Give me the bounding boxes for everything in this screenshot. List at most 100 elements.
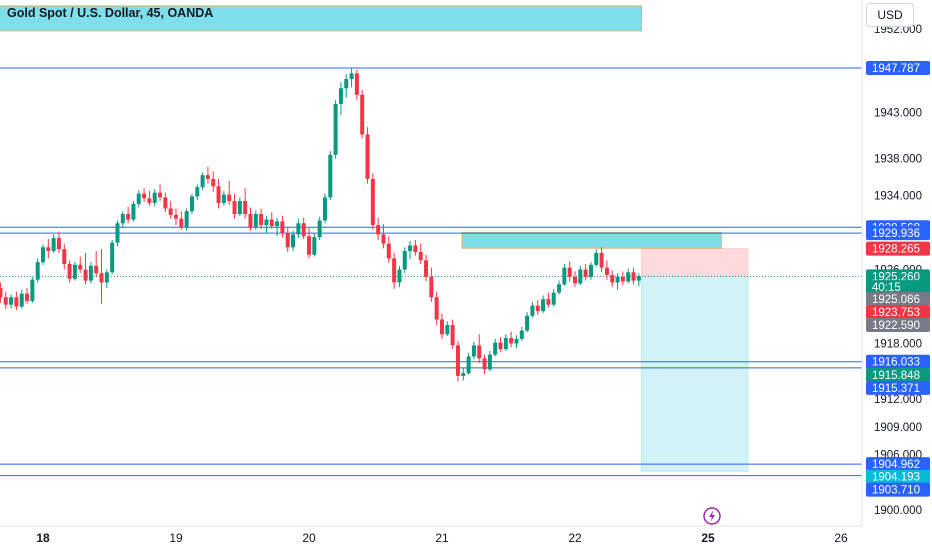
candle-body bbox=[541, 299, 546, 312]
candle-body bbox=[301, 223, 306, 237]
candle-body bbox=[599, 252, 604, 268]
candle-body bbox=[445, 325, 450, 335]
candle-body bbox=[386, 243, 391, 259]
candle-body bbox=[429, 276, 434, 298]
candle-body bbox=[583, 269, 588, 277]
candle-body bbox=[296, 223, 301, 235]
price-tag bbox=[866, 280, 930, 295]
price-tag bbox=[866, 292, 930, 307]
stop-loss-zone[interactable] bbox=[641, 248, 749, 277]
candle-body bbox=[604, 267, 609, 276]
price-tag-label: 1947.787 bbox=[872, 63, 920, 75]
candle-body bbox=[120, 214, 125, 224]
currency-button[interactable]: USD bbox=[866, 3, 914, 27]
candle-body bbox=[509, 337, 514, 344]
candle-body bbox=[179, 218, 184, 227]
candle-body bbox=[269, 219, 274, 227]
candle-body bbox=[466, 356, 471, 374]
price-tag bbox=[866, 469, 930, 484]
price-tag bbox=[866, 269, 930, 284]
price-tick-label: 1900.000 bbox=[874, 505, 922, 517]
candle-body bbox=[30, 279, 35, 301]
price-tag-label: 1916.033 bbox=[872, 357, 920, 369]
price-tag-label: 1915.371 bbox=[872, 383, 920, 395]
candle-body bbox=[376, 225, 381, 235]
date-tick-label: 20 bbox=[302, 531, 316, 545]
candle-body bbox=[94, 265, 99, 274]
candle-body bbox=[397, 269, 402, 283]
candle-body bbox=[487, 354, 492, 370]
price-tag bbox=[866, 354, 930, 369]
price-tag bbox=[866, 226, 930, 241]
candle-body bbox=[227, 194, 232, 202]
candle-body bbox=[136, 193, 141, 204]
candle-body bbox=[264, 219, 269, 226]
candle-body bbox=[626, 272, 631, 282]
candle-body bbox=[168, 208, 173, 215]
candle-body bbox=[152, 192, 157, 203]
candle-body bbox=[62, 249, 67, 264]
candle-body bbox=[200, 175, 205, 188]
candle-body bbox=[280, 221, 285, 234]
target-zone[interactable] bbox=[641, 275, 749, 472]
candle-body bbox=[174, 214, 178, 219]
supply-zone[interactable] bbox=[461, 232, 722, 249]
candle-body bbox=[322, 197, 327, 221]
price-tag bbox=[866, 380, 930, 395]
candle-body bbox=[408, 245, 413, 252]
candle-body bbox=[360, 94, 365, 135]
candle-body bbox=[126, 214, 131, 220]
candle-body bbox=[551, 292, 556, 305]
price-tag-label: 1903.710 bbox=[872, 485, 920, 497]
candle-body bbox=[573, 276, 577, 284]
candle-body bbox=[519, 330, 524, 339]
candle-body bbox=[285, 233, 290, 248]
price-tag bbox=[866, 241, 930, 256]
candle-body bbox=[344, 78, 349, 89]
candle-body bbox=[610, 275, 615, 283]
candle-body bbox=[158, 192, 163, 198]
candle-body bbox=[424, 260, 429, 277]
candle-body bbox=[381, 234, 386, 244]
price-tag-label: 1925.086 bbox=[872, 294, 920, 306]
candle-body bbox=[493, 342, 498, 355]
top-banner-zone bbox=[0, 5, 642, 32]
candle-body bbox=[328, 154, 333, 198]
candle-body bbox=[35, 262, 40, 280]
candle-body bbox=[259, 214, 264, 226]
candle-body bbox=[567, 267, 572, 277]
time-axis[interactable] bbox=[0, 526, 862, 550]
candle-body bbox=[349, 73, 354, 79]
candle-body bbox=[525, 315, 530, 331]
lightning-icon bbox=[709, 510, 715, 522]
candle-body bbox=[67, 263, 72, 279]
price-tag-label: 1922.590 bbox=[872, 320, 920, 332]
candle-body bbox=[535, 305, 540, 312]
price-tag bbox=[866, 457, 930, 472]
price-tag-label: 1904.962 bbox=[872, 459, 920, 471]
price-tag-label: 1929.936 bbox=[872, 228, 920, 240]
candle-body bbox=[275, 221, 280, 227]
candle-body bbox=[88, 265, 93, 281]
candle-body bbox=[253, 214, 258, 227]
price-tag bbox=[866, 367, 930, 382]
candle-body bbox=[365, 134, 370, 179]
price-tick-label: 1918.000 bbox=[874, 339, 922, 351]
date-tick-label: 18 bbox=[36, 531, 50, 545]
candle-body bbox=[418, 251, 423, 261]
price-tag bbox=[866, 305, 930, 320]
candle-body bbox=[631, 272, 636, 281]
candle-body bbox=[248, 214, 253, 227]
candle-body bbox=[392, 258, 397, 283]
candle-body bbox=[51, 238, 56, 252]
price-tag bbox=[866, 482, 930, 497]
candle-body bbox=[99, 273, 104, 283]
date-tick-label: 21 bbox=[435, 531, 449, 545]
candle-body bbox=[232, 201, 237, 215]
price-tag-label: 1904.193 bbox=[872, 472, 920, 484]
candle-body bbox=[482, 358, 487, 370]
candle-body bbox=[503, 337, 508, 350]
candle-body bbox=[461, 373, 466, 376]
candle-body bbox=[216, 186, 221, 203]
